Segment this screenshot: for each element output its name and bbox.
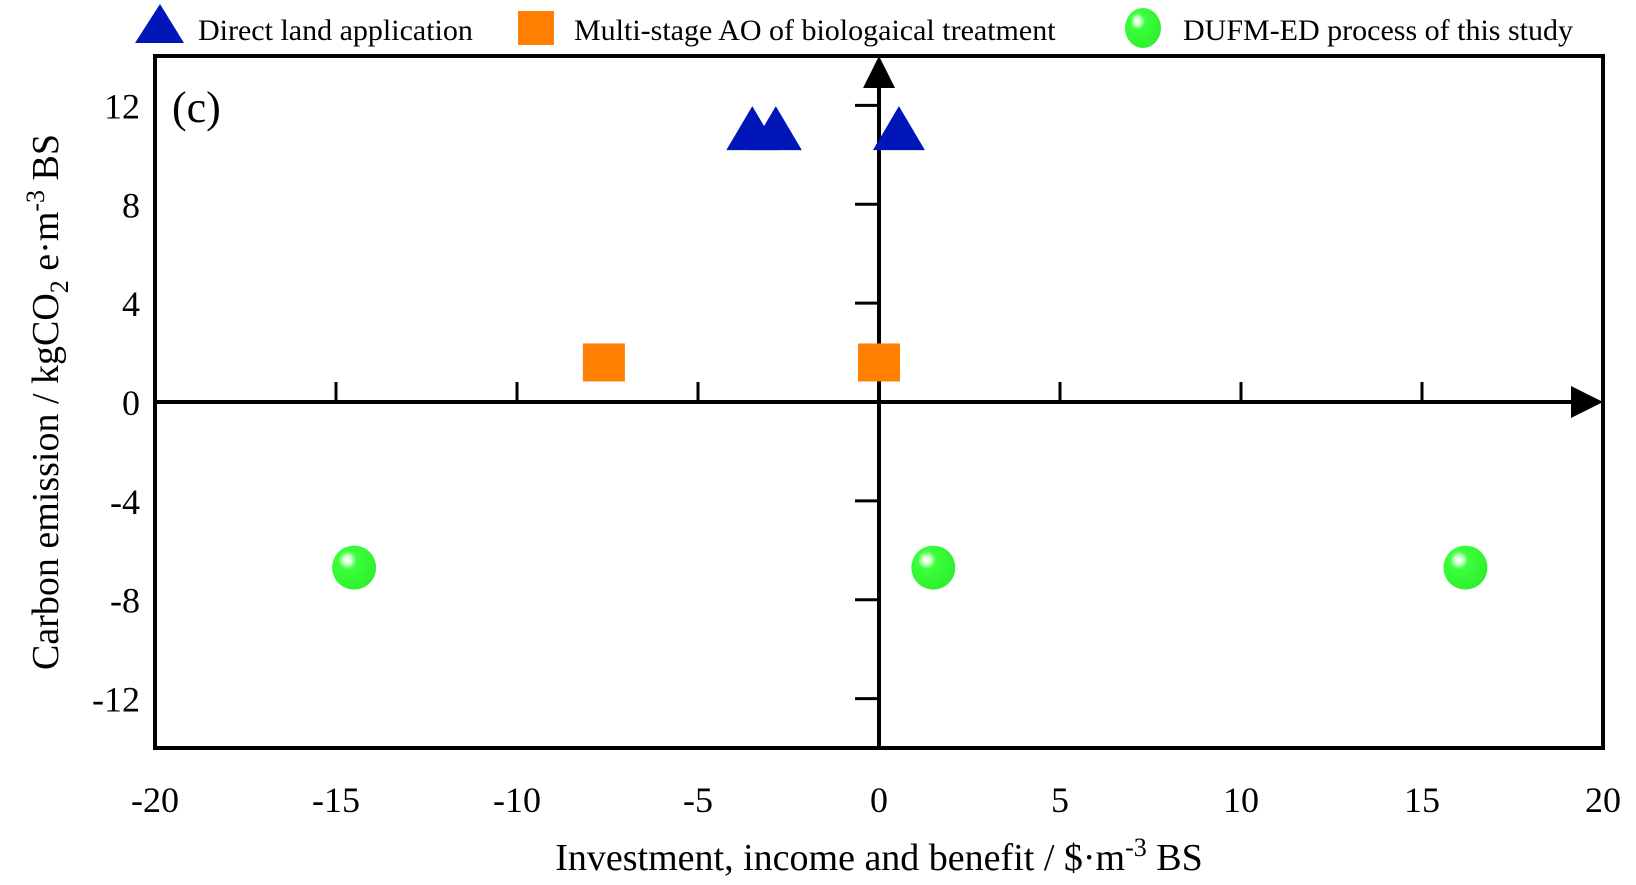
x-tick-label: 0 bbox=[870, 780, 888, 820]
x-axis-arrow-icon bbox=[1571, 386, 1603, 418]
x-tick-label: -20 bbox=[131, 780, 179, 820]
x-axis-label-sup: -3 bbox=[1125, 833, 1147, 862]
legend-square-marker bbox=[518, 11, 554, 45]
y-tick-label: 0 bbox=[122, 383, 140, 423]
x-axis-label-main: Investment, income and benefit / $·m bbox=[555, 837, 1125, 879]
x-axis-label: Investment, income and benefit / $·m-3 B… bbox=[555, 833, 1203, 879]
x-axis-label-tail: BS bbox=[1147, 837, 1203, 879]
x-tick-label: 10 bbox=[1223, 780, 1259, 820]
x-tick-label: -5 bbox=[683, 780, 713, 820]
legend-item-direct-land: Direct land application bbox=[135, 4, 473, 47]
y-axis-label-mid: e·m bbox=[25, 212, 67, 281]
y-tick-label: -12 bbox=[92, 680, 140, 720]
x-ticks: -20 -15 -10 -5 0 5 10 15 20 bbox=[131, 382, 1621, 820]
legend-sphere-marker bbox=[1125, 8, 1161, 48]
legend-label-multi-stage-ao: Multi-stage AO of biologaical treatment bbox=[574, 14, 1056, 47]
y-axis-label: Carbon emission / kgCO2 e·m-3 BS bbox=[21, 134, 74, 670]
point-dufm-ed-process-of-this-study bbox=[911, 545, 956, 590]
legend-label-dufm-ed: DUFM-ED process of this study bbox=[1183, 14, 1573, 47]
x-tick-label: -15 bbox=[312, 780, 360, 820]
x-tick-label: -10 bbox=[493, 780, 541, 820]
x-tick-label: 15 bbox=[1404, 780, 1440, 820]
y-tick-label: -8 bbox=[110, 581, 140, 621]
panel-label: (c) bbox=[172, 83, 221, 132]
point-multi-stage-ao-of-biologaical-treatment bbox=[582, 343, 625, 382]
point-dufm-ed-process-of-this-study bbox=[332, 545, 377, 590]
point-direct-land-application bbox=[749, 106, 802, 151]
y-axis-label-sup: -3 bbox=[21, 190, 50, 212]
y-tick-label: -4 bbox=[110, 482, 140, 522]
x-tick-label: 5 bbox=[1051, 780, 1069, 820]
legend-label-direct-land: Direct land application bbox=[198, 14, 473, 47]
y-axis-label-tail: BS bbox=[25, 134, 67, 190]
x-tick-label: 20 bbox=[1585, 780, 1621, 820]
y-axis-label-sub: 2 bbox=[45, 280, 74, 293]
legend-item-multi-stage-ao: Multi-stage AO of biologaical treatment bbox=[518, 11, 1056, 47]
legend-triangle-marker bbox=[135, 4, 184, 43]
point-dufm-ed-process-of-this-study bbox=[1443, 545, 1488, 590]
point-direct-land-application bbox=[872, 106, 925, 151]
y-ticks: -12 -8 -4 0 4 8 12 bbox=[92, 86, 879, 720]
y-tick-label: 12 bbox=[104, 86, 140, 126]
y-tick-label: 4 bbox=[122, 284, 140, 324]
y-axis-label-main: Carbon emission / kgCO bbox=[25, 293, 67, 670]
legend: Direct land application Multi-stage AO o… bbox=[135, 4, 1573, 48]
y-tick-label: 8 bbox=[122, 185, 140, 225]
legend-item-dufm-ed: DUFM-ED process of this study bbox=[1125, 8, 1573, 48]
data-points bbox=[332, 106, 1488, 590]
point-multi-stage-ao-of-biologaical-treatment bbox=[858, 343, 900, 382]
y-axis-arrow-icon bbox=[863, 56, 895, 88]
axes bbox=[155, 56, 1603, 748]
